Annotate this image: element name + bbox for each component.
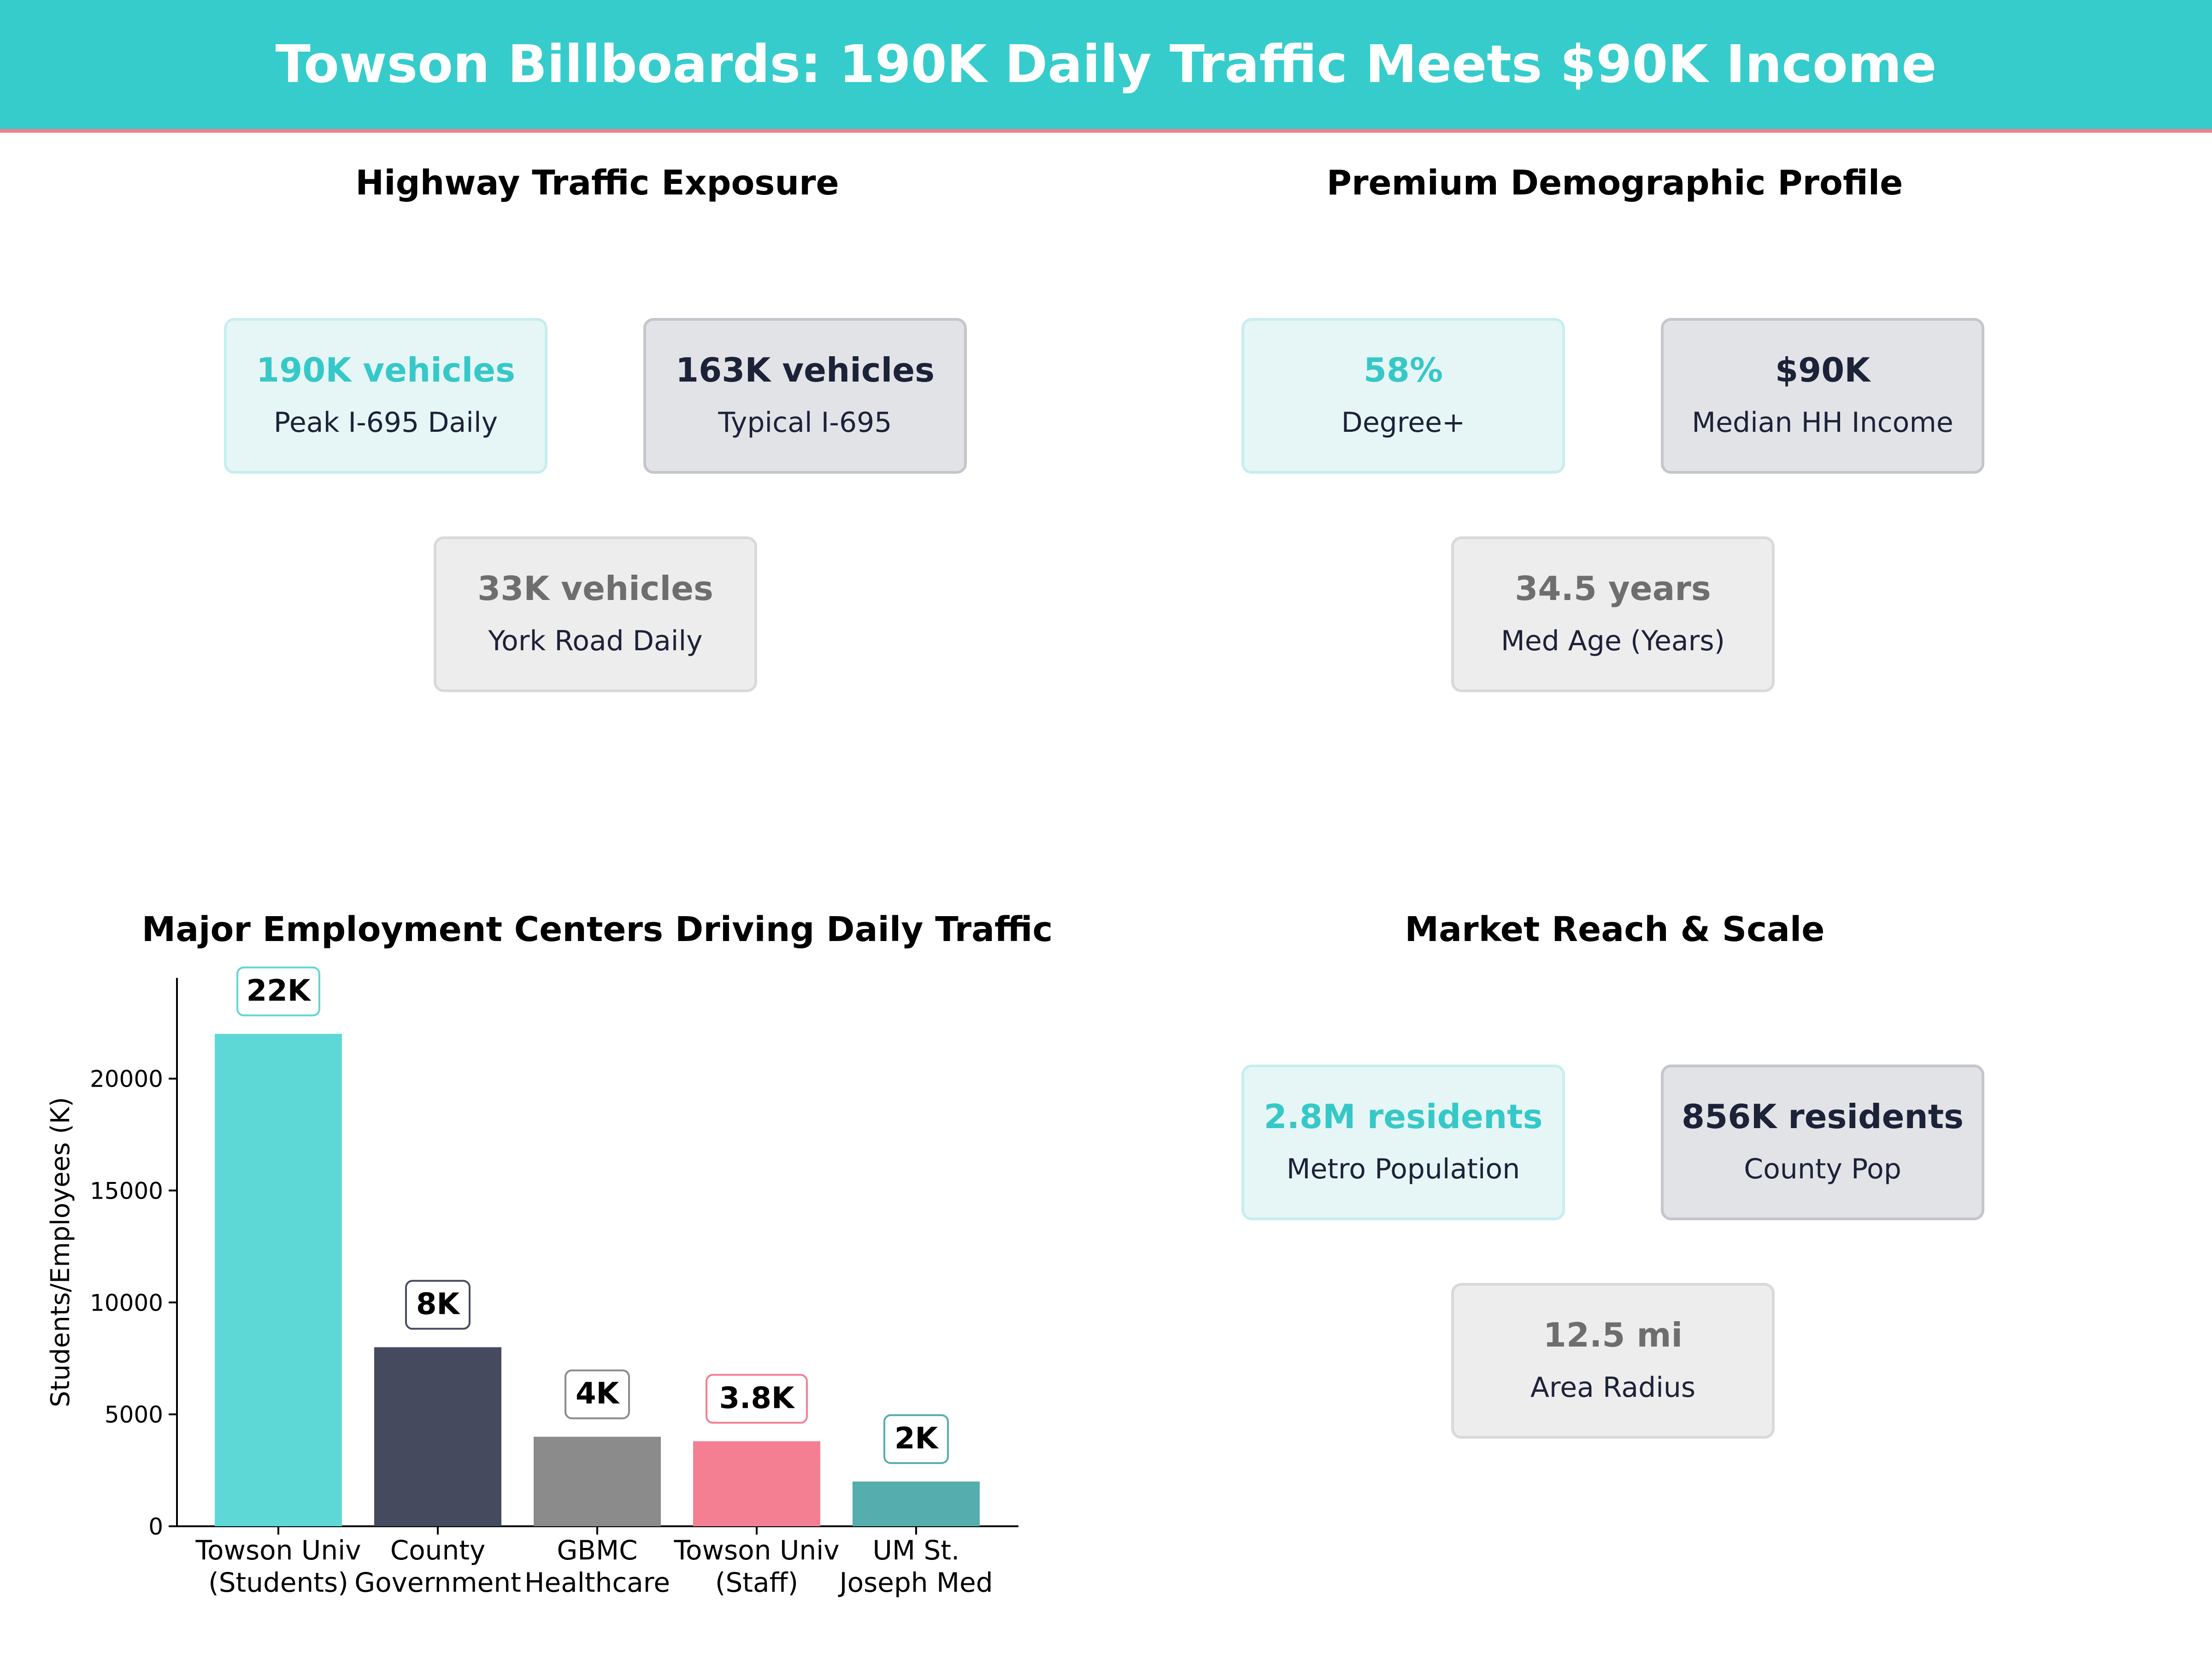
demographics-card-income: $90K Median HH Income xyxy=(1661,318,1984,474)
y-tick-label: 10000 xyxy=(90,1289,163,1316)
card-value: 34.5 years xyxy=(1515,569,1711,608)
y-tick-label: 0 xyxy=(148,1513,163,1540)
x-tick-label: Healthcare xyxy=(524,1567,670,1598)
card-label: Med Age (Years) xyxy=(1500,625,1725,657)
card-value: 190K vehicles xyxy=(256,351,515,389)
data-label-box xyxy=(565,1369,630,1419)
card-label: Median HH Income xyxy=(1692,406,1953,439)
card-label: Area Radius xyxy=(1530,1371,1696,1404)
header-accent-rule xyxy=(0,129,2212,133)
market-panel-title: Market Reach & Scale xyxy=(1405,910,1825,949)
card-label: County Pop xyxy=(1744,1153,1901,1185)
data-label-box xyxy=(405,1280,471,1330)
x-tick-label: (Staff) xyxy=(715,1567,798,1598)
card-label: Metro Population xyxy=(1286,1153,1520,1185)
traffic-card-peak-i695: 190K vehicles Peak I-695 Daily xyxy=(224,318,547,474)
card-label: Peak I-695 Daily xyxy=(273,406,498,439)
demographics-card-degree: 58% Degree+ xyxy=(1241,318,1565,474)
y-tick-label: 20000 xyxy=(90,1066,163,1093)
card-value: 2.8M residents xyxy=(1264,1097,1543,1136)
x-tick-label: Towson Univ xyxy=(195,1535,361,1566)
x-tick-label: (Students) xyxy=(208,1567,348,1598)
card-value: 163K vehicles xyxy=(676,351,935,389)
card-value: 33K vehicles xyxy=(477,569,713,608)
market-card-county-population: 856K residents County Pop xyxy=(1661,1065,1984,1220)
data-label: 2K xyxy=(894,1422,939,1456)
demographics-card-age: 34.5 years Med Age (Years) xyxy=(1451,536,1775,692)
data-label-box xyxy=(706,1374,808,1424)
x-tick-label: UM St. xyxy=(873,1535,960,1566)
y-axis-label: Students/Employees (K) xyxy=(46,1097,76,1407)
x-tick-label: Government xyxy=(354,1567,521,1598)
market-card-area-radius: 12.5 mi Area Radius xyxy=(1451,1283,1775,1439)
data-label: 3.8K xyxy=(719,1381,795,1415)
card-label: York Road Daily xyxy=(488,625,703,657)
market-card-metro-population: 2.8M residents Metro Population xyxy=(1241,1065,1565,1220)
employment-panel-title: Major Employment Centers Driving Daily T… xyxy=(141,910,1053,949)
data-label: 8K xyxy=(416,1287,461,1321)
bar xyxy=(215,1034,342,1526)
x-tick-label: Towson Univ xyxy=(673,1535,839,1566)
card-label: Typical I-695 xyxy=(718,406,892,439)
bar xyxy=(534,1436,661,1526)
y-tick-label: 5000 xyxy=(105,1401,163,1428)
bar xyxy=(374,1347,501,1526)
bar xyxy=(853,1481,980,1526)
card-value: 856K residents xyxy=(1682,1097,1964,1136)
card-value: 12.5 mi xyxy=(1543,1316,1683,1354)
y-tick-label: 15000 xyxy=(90,1177,163,1204)
header-banner: Towson Billboards: 190K Daily Traffic Me… xyxy=(0,0,2212,129)
card-value: $90K xyxy=(1775,351,1871,389)
x-tick-label: County xyxy=(390,1535,486,1566)
x-tick-label: Joseph Med xyxy=(838,1567,993,1598)
employment-bar-chart: 0 5000 10000 15000 20000 Students/Employees (… xyxy=(46,966,1018,1598)
data-label: 22K xyxy=(247,974,312,1008)
page-title: Towson Billboards: 190K Daily Traffic Me… xyxy=(275,35,1937,94)
data-label-box xyxy=(883,1414,949,1464)
demographics-panel-title: Premium Demographic Profile xyxy=(1326,163,1903,203)
traffic-card-york-road: 33K vehicles York Road Daily xyxy=(434,536,757,692)
x-tick-label: GBMC xyxy=(557,1535,637,1566)
traffic-card-typical-i695: 163K vehicles Typical I-695 xyxy=(643,318,967,474)
data-label-box xyxy=(236,966,320,1017)
data-label: 4K xyxy=(576,1377,620,1411)
traffic-panel-title: Highway Traffic Exposure xyxy=(355,163,839,203)
bar xyxy=(693,1441,820,1526)
card-label: Degree+ xyxy=(1341,406,1465,439)
card-value: 58% xyxy=(1363,351,1443,389)
